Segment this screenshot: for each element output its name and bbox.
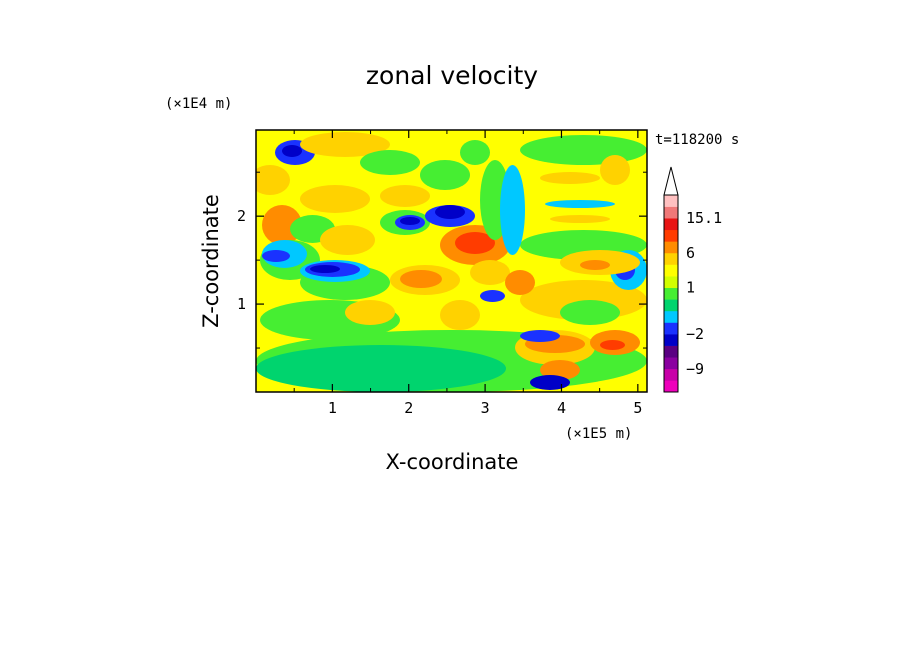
contour-blob	[300, 185, 370, 213]
contour-blob	[540, 172, 600, 184]
y-axis-label: Z-coordinate	[199, 194, 223, 328]
contour-blob	[400, 270, 442, 288]
y-unit-label: (×1E4 m)	[165, 96, 232, 112]
x-tick-label: 5	[633, 399, 642, 417]
contour-blob	[560, 300, 620, 325]
plot-area	[256, 130, 647, 392]
colorbar-swatch	[664, 334, 678, 346]
contour-blob	[540, 180, 647, 240]
colorbar-tick-label: 1	[686, 279, 695, 297]
colorbar-tick-label: 6	[686, 244, 695, 262]
contour-blob	[600, 155, 630, 185]
x-unit-label: (×1E5 m)	[565, 426, 632, 442]
x-axis-label: X-coordinate	[386, 450, 519, 474]
x-axis: 1 2 3 4 5	[293, 130, 642, 417]
contour-blob	[320, 225, 375, 255]
contour-blob	[455, 232, 495, 254]
contour-blob	[282, 145, 302, 157]
colorbar-swatch	[664, 252, 678, 265]
colorbar-tick-label: −2	[686, 325, 704, 343]
contour-blob	[470, 260, 510, 285]
contour-blob	[380, 185, 430, 207]
colorbar-swatch	[664, 299, 678, 312]
colorbar-swatch	[664, 357, 678, 370]
contour-blob	[256, 165, 290, 195]
x-tick-label: 1	[328, 399, 337, 417]
contour-blob	[500, 165, 525, 255]
colorbar-swatch	[664, 276, 678, 289]
contour-blob	[360, 150, 420, 175]
colorbar-swatch	[664, 287, 678, 300]
colorbar-swatch	[664, 310, 678, 323]
contour-blob	[420, 160, 470, 190]
colorbar-swatch	[664, 206, 678, 219]
contour-blob	[600, 340, 625, 350]
plot-frame	[255, 129, 648, 393]
contour-blob	[460, 140, 490, 165]
colorbar-swatch	[664, 229, 678, 242]
contour-blob	[550, 215, 610, 223]
contour-blob	[435, 205, 465, 219]
contour-blob	[545, 200, 615, 208]
colorbar-swatch	[664, 380, 678, 393]
colorbar-max-extension	[663, 166, 679, 196]
colorbar-swatch	[664, 264, 678, 277]
contour-blob	[345, 300, 395, 325]
colorbar-swatch	[664, 345, 678, 358]
colorbar-tick-label: 15.1	[686, 209, 722, 227]
contour-blob	[310, 265, 340, 273]
colorbar-swatch	[664, 218, 678, 231]
contour-blob	[262, 205, 302, 245]
contour-blob	[505, 270, 535, 295]
y-tick-label: 1	[237, 295, 246, 313]
contour-blob	[262, 250, 290, 262]
colorbar-swatch	[664, 195, 678, 207]
x-tick-label: 4	[557, 399, 566, 417]
colorbar-swatch	[664, 368, 678, 381]
contour-blob	[300, 132, 390, 157]
contour-blob	[256, 345, 506, 392]
x-tick-label: 2	[404, 399, 413, 417]
y-tick-label: 2	[237, 207, 246, 225]
contour-blob	[400, 217, 420, 225]
colorbar-tick-label: −9	[686, 360, 704, 378]
contour-blob	[530, 375, 570, 390]
colorbar-swatch	[664, 241, 678, 254]
colorbar: 15.1 6 1 −2 −9	[663, 166, 722, 393]
time-label: t=118200 s	[655, 132, 739, 148]
contour-blob	[520, 330, 560, 342]
contour-blob	[440, 300, 480, 330]
colorbar-swatch	[664, 322, 678, 335]
x-tick-label: 3	[481, 399, 490, 417]
contour-blob	[480, 290, 505, 302]
contour-blob	[520, 135, 647, 165]
y-axis: 12	[237, 171, 647, 349]
chart-title: zonal velocity	[366, 61, 538, 90]
contour-field	[256, 132, 647, 392]
contour-blob	[580, 260, 610, 270]
